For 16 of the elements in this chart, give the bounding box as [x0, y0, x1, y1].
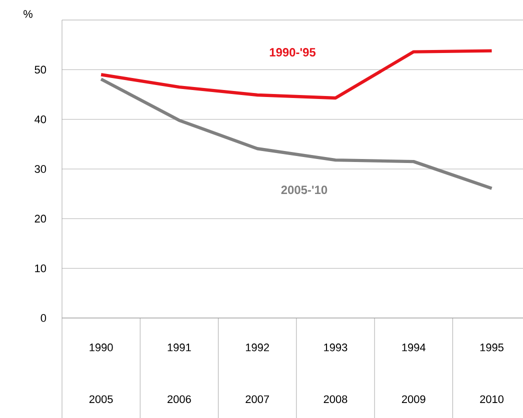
category-label: 1994 2009 [402, 344, 426, 404]
y-tick-label: 50 [34, 66, 46, 74]
y-tick-label: 40 [34, 115, 46, 124]
y-tick-label: 10 [35, 264, 46, 272]
category-label: 1995 2010 [480, 344, 504, 404]
text: 1990-'95 [270, 48, 316, 57]
y-tick-label: 0 [40, 314, 46, 322]
category-label: 1991 2006 [168, 344, 191, 404]
category-label: 1992 2007 [246, 344, 269, 404]
text: 2005-'10 [281, 186, 328, 194]
y-tick-label: 20 [34, 214, 46, 223]
category-label: 1990 2005 [89, 344, 113, 404]
y-tick-label: 30 [34, 165, 46, 173]
category-label: 1993 2008 [324, 344, 348, 404]
line-series [99, 49, 494, 100]
y-axis-title: % [24, 10, 32, 18]
